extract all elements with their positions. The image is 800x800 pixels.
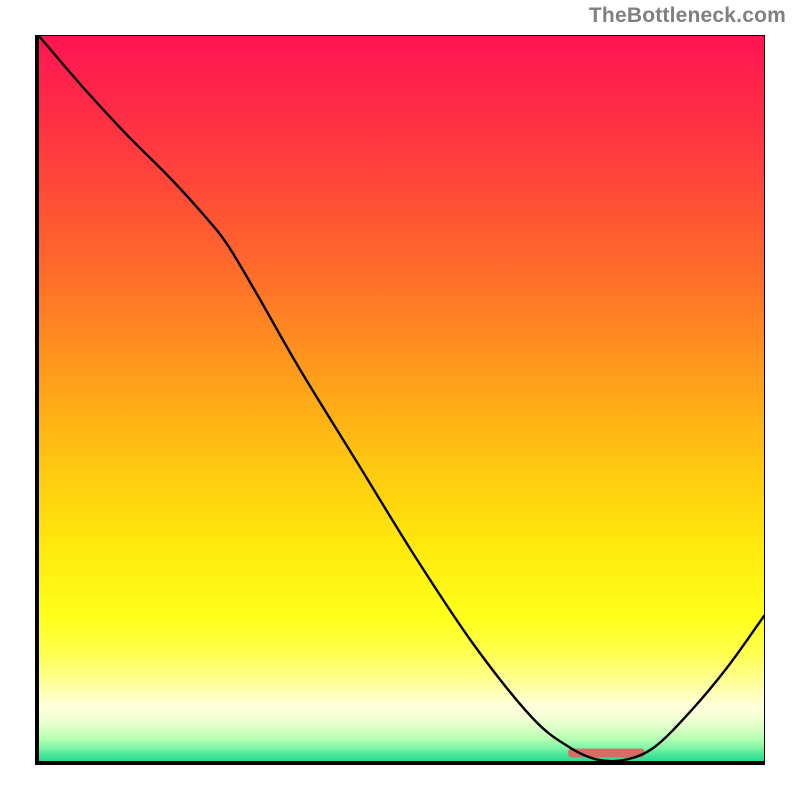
bottleneck-chart [35,35,765,765]
gradient-background [39,36,764,761]
chart-svg [35,35,765,765]
watermark-text: TheBottleneck.com [589,4,786,28]
